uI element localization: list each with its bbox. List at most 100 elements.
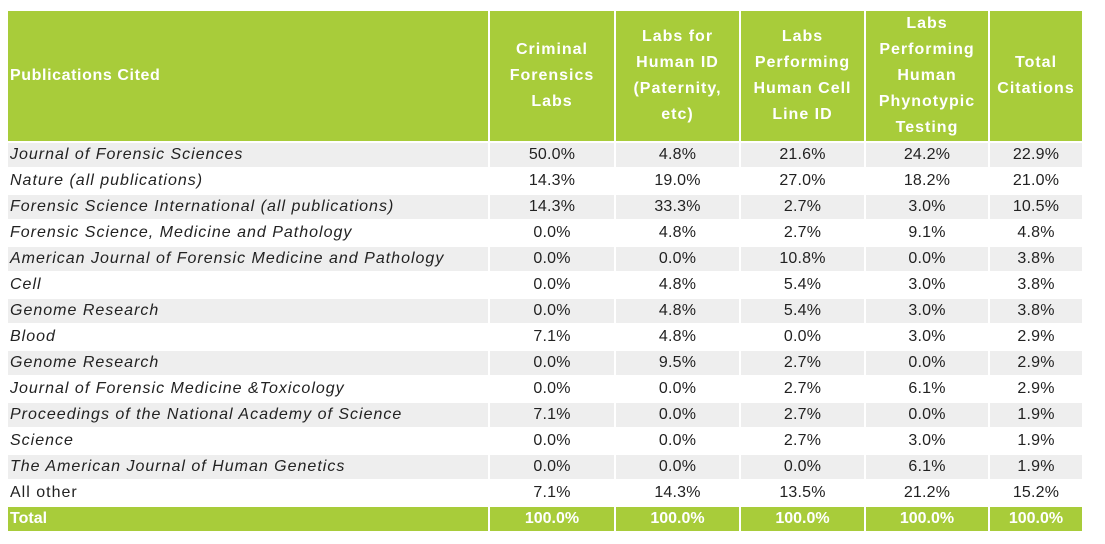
- percent-cell: 3.8%: [990, 299, 1082, 323]
- percent-cell: 2.7%: [741, 377, 864, 401]
- header-publications-cited: Publications Cited: [8, 11, 488, 141]
- percent-cell: 10.8%: [741, 247, 864, 271]
- table-row: All other 7.1% 14.3% 13.5% 21.2% 15.2%: [8, 481, 1082, 505]
- percent-cell: 0.0%: [616, 403, 739, 427]
- percent-cell: 7.1%: [490, 325, 614, 349]
- header-total-citations: Total Citations: [990, 11, 1082, 141]
- publication-name: Forensic Science International (all publ…: [8, 195, 488, 219]
- percent-cell: 14.3%: [490, 169, 614, 193]
- publication-name: Blood: [8, 325, 488, 349]
- percent-cell: 6.1%: [866, 455, 988, 479]
- percent-cell: 2.7%: [741, 403, 864, 427]
- table-row: Genome Research 0.0% 4.8% 5.4% 3.0% 3.8%: [8, 299, 1082, 323]
- percent-cell: 5.4%: [741, 299, 864, 323]
- percent-cell: 19.0%: [616, 169, 739, 193]
- percent-cell: 0.0%: [490, 351, 614, 375]
- percent-cell: 4.8%: [616, 325, 739, 349]
- percent-cell: 7.1%: [490, 403, 614, 427]
- total-cell: 100.0%: [490, 507, 614, 531]
- percent-cell: 21.0%: [990, 169, 1082, 193]
- publication-name: Forensic Science, Medicine and Pathology: [8, 221, 488, 245]
- publication-name: American Journal of Forensic Medicine an…: [8, 247, 488, 271]
- percent-cell: 18.2%: [866, 169, 988, 193]
- percent-cell: 9.1%: [866, 221, 988, 245]
- percent-cell: 4.8%: [616, 143, 739, 167]
- percent-cell: 0.0%: [490, 455, 614, 479]
- percent-cell: 0.0%: [490, 377, 614, 401]
- percent-cell: 22.9%: [990, 143, 1082, 167]
- table-row: Blood 7.1% 4.8% 0.0% 3.0% 2.9%: [8, 325, 1082, 349]
- publication-name: Journal of Forensic Sciences: [8, 143, 488, 167]
- percent-cell: 0.0%: [490, 273, 614, 297]
- percent-cell: 2.7%: [741, 195, 864, 219]
- table-row: The American Journal of Human Genetics 0.…: [8, 455, 1082, 479]
- total-cell: 100.0%: [990, 507, 1082, 531]
- total-cell: 100.0%: [741, 507, 864, 531]
- total-row: Total 100.0% 100.0% 100.0% 100.0% 100.0%: [8, 507, 1082, 531]
- percent-cell: 3.0%: [866, 273, 988, 297]
- total-row-label: Total: [8, 507, 488, 531]
- percent-cell: 6.1%: [866, 377, 988, 401]
- publication-name: Genome Research: [8, 351, 488, 375]
- table-row: Science 0.0% 0.0% 2.7% 3.0% 1.9%: [8, 429, 1082, 453]
- table-row: Forensic Science, Medicine and Pathology…: [8, 221, 1082, 245]
- percent-cell: 24.2%: [866, 143, 988, 167]
- percent-cell: 7.1%: [490, 481, 614, 505]
- percent-cell: 2.9%: [990, 351, 1082, 375]
- percent-cell: 9.5%: [616, 351, 739, 375]
- percent-cell: 3.0%: [866, 325, 988, 349]
- percent-cell: 3.8%: [990, 247, 1082, 271]
- percent-cell: 4.8%: [616, 273, 739, 297]
- publication-name: Journal of Forensic Medicine &Toxicology: [8, 377, 488, 401]
- table-body: Journal of Forensic Sciences 50.0% 4.8% 21.…: [8, 143, 1082, 505]
- table-row: Genome Research 0.0% 9.5% 2.7% 0.0% 2.9%: [8, 351, 1082, 375]
- percent-cell: 14.3%: [490, 195, 614, 219]
- percent-cell: 0.0%: [866, 403, 988, 427]
- percent-cell: 3.0%: [866, 195, 988, 219]
- table-row: Proceedings of the National Academy of S…: [8, 403, 1082, 427]
- percent-cell: 0.0%: [490, 299, 614, 323]
- table-row: American Journal of Forensic Medicine an…: [8, 247, 1082, 271]
- percent-cell: 4.8%: [616, 221, 739, 245]
- percent-cell: 0.0%: [741, 455, 864, 479]
- table-row: Forensic Science International (all publ…: [8, 195, 1082, 219]
- table-row: Journal of Forensic Medicine &Toxicology…: [8, 377, 1082, 401]
- publication-name: The American Journal of Human Genetics: [8, 455, 488, 479]
- percent-cell: 1.9%: [990, 455, 1082, 479]
- percent-cell: 2.7%: [741, 221, 864, 245]
- table-row: Journal of Forensic Sciences 50.0% 4.8% 21.…: [8, 143, 1082, 167]
- percent-cell: 0.0%: [616, 377, 739, 401]
- percent-cell: 1.9%: [990, 429, 1082, 453]
- percent-cell: 4.8%: [990, 221, 1082, 245]
- header-criminal-forensics-labs: Criminal Forensics Labs: [490, 11, 614, 141]
- percent-cell: 15.2%: [990, 481, 1082, 505]
- percent-cell: 0.0%: [490, 429, 614, 453]
- publication-name: Science: [8, 429, 488, 453]
- publication-name: Cell: [8, 273, 488, 297]
- header-row: Publications Cited Criminal Forensics La…: [8, 11, 1082, 141]
- percent-cell: 21.2%: [866, 481, 988, 505]
- percent-cell: 0.0%: [866, 351, 988, 375]
- header-labs-for-human-id: Labs for Human ID (Paternity, etc): [616, 11, 739, 141]
- percent-cell: 3.0%: [866, 299, 988, 323]
- percent-cell: 33.3%: [616, 195, 739, 219]
- header-labs-human-cell-line-id: Labs Performing Human Cell Line ID: [741, 11, 864, 141]
- publication-name: All other: [8, 481, 488, 505]
- percent-cell: 5.4%: [741, 273, 864, 297]
- percent-cell: 0.0%: [866, 247, 988, 271]
- percent-cell: 0.0%: [616, 455, 739, 479]
- percent-cell: 3.0%: [866, 429, 988, 453]
- percent-cell: 0.0%: [616, 247, 739, 271]
- percent-cell: 21.6%: [741, 143, 864, 167]
- percent-cell: 3.8%: [990, 273, 1082, 297]
- table-row: Nature (all publications) 14.3% 19.0% 27.0%…: [8, 169, 1082, 193]
- publication-name: Genome Research: [8, 299, 488, 323]
- percent-cell: 4.8%: [616, 299, 739, 323]
- percent-cell: 0.0%: [490, 247, 614, 271]
- percent-cell: 2.7%: [741, 351, 864, 375]
- percent-cell: 1.9%: [990, 403, 1082, 427]
- header-labs-human-phynotypic-testing: Labs Performing Human Phynotypic Testing: [866, 11, 988, 141]
- percent-cell: 0.0%: [490, 221, 614, 245]
- publication-name: Nature (all publications): [8, 169, 488, 193]
- percent-cell: 14.3%: [616, 481, 739, 505]
